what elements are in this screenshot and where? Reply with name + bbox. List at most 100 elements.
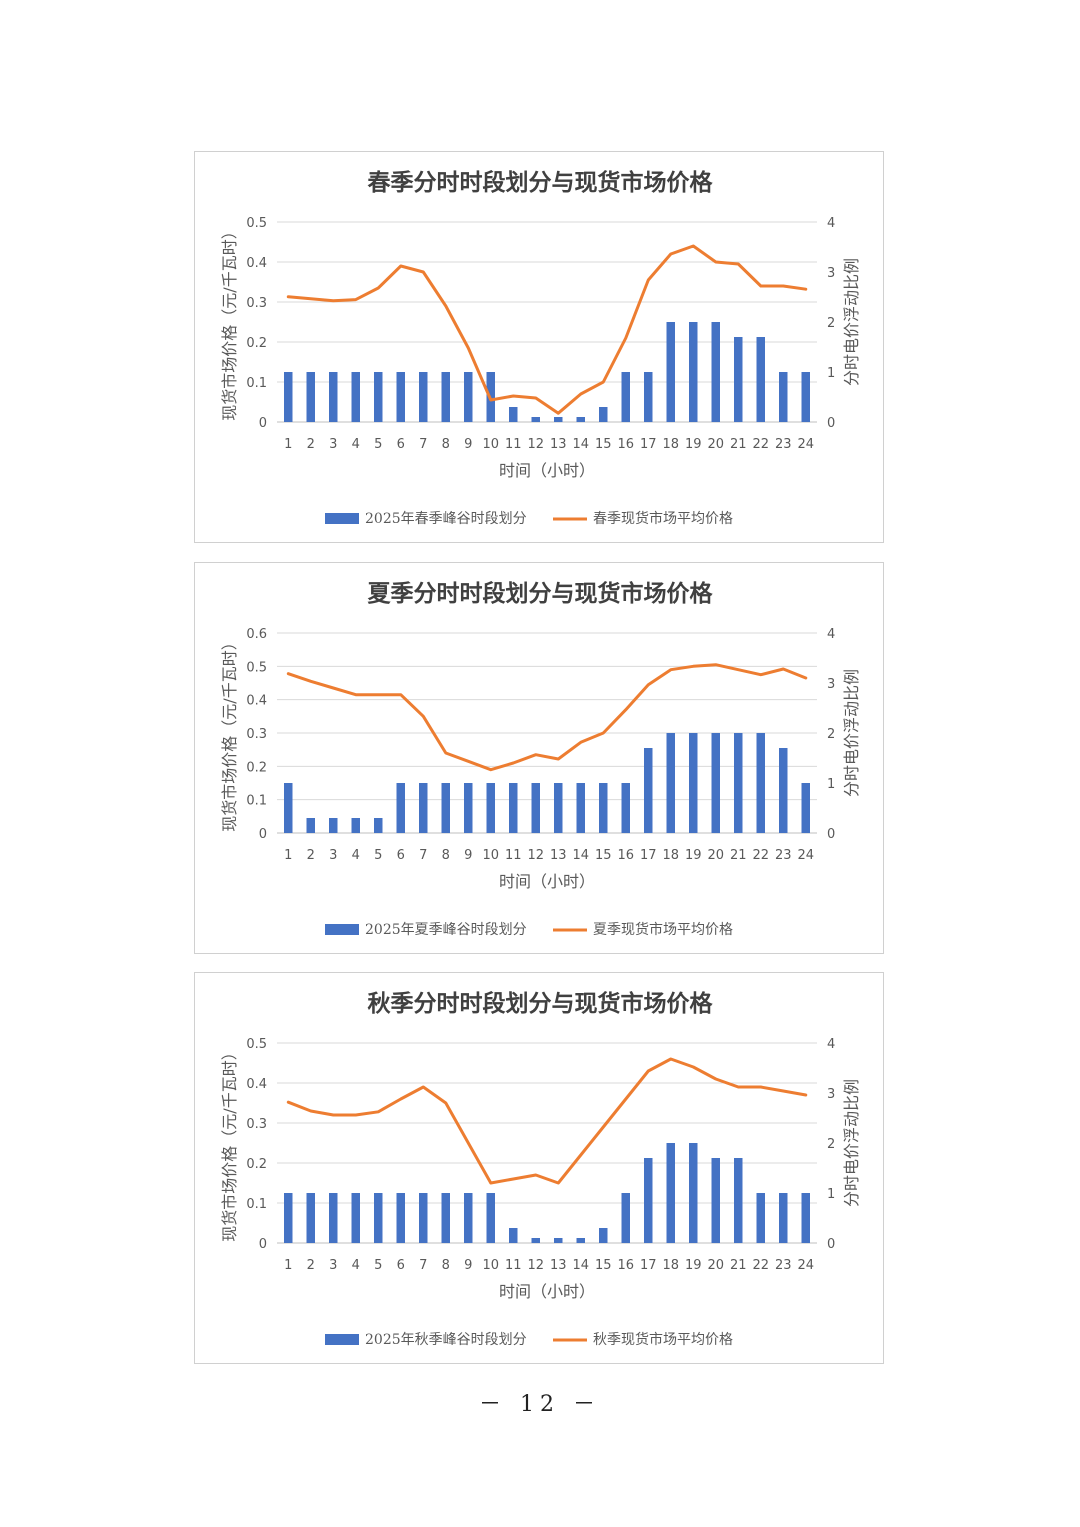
x-tick-label: 8 bbox=[442, 1258, 450, 1273]
y-left-tick-label: 0.2 bbox=[246, 1157, 267, 1172]
x-tick-label: 13 bbox=[550, 1258, 567, 1273]
x-tick-label: 19 bbox=[685, 437, 702, 452]
x-tick-label: 6 bbox=[397, 848, 405, 863]
bar bbox=[329, 372, 338, 422]
bar bbox=[599, 1228, 608, 1243]
x-tick-label: 14 bbox=[572, 437, 589, 452]
y-left-axis-title: 现货市场价格（元/千瓦时） bbox=[220, 1044, 239, 1241]
bar bbox=[666, 733, 675, 833]
y-left-tick-label: 0.3 bbox=[246, 727, 267, 742]
bar bbox=[396, 783, 405, 833]
y-left-tick-label: 0.2 bbox=[246, 760, 267, 775]
x-tick-label: 16 bbox=[617, 848, 634, 863]
y-left-tick-label: 0.1 bbox=[246, 794, 267, 809]
x-tick-label: 3 bbox=[329, 437, 337, 452]
legend-label-bar: 2025年春季峰谷时段划分 bbox=[365, 511, 527, 527]
x-tick-label: 22 bbox=[752, 848, 769, 863]
bar bbox=[689, 1143, 698, 1243]
bar bbox=[576, 1238, 585, 1243]
bar bbox=[509, 783, 518, 833]
y-right-tick-label: 2 bbox=[827, 1137, 835, 1152]
y-left-tick-label: 0 bbox=[259, 1237, 267, 1252]
chart-svg: 夏季分时时段划分与现货市场价格00.10.20.30.40.50.6012341… bbox=[220, 580, 861, 938]
bar bbox=[464, 372, 473, 422]
x-tick-label: 13 bbox=[550, 848, 567, 863]
x-tick-label: 21 bbox=[730, 848, 747, 863]
legend-label-bar: 2025年秋季峰谷时段划分 bbox=[365, 1332, 527, 1348]
bar bbox=[554, 1238, 563, 1243]
bar bbox=[644, 372, 653, 422]
bar bbox=[756, 337, 765, 422]
bar bbox=[486, 1193, 495, 1243]
x-tick-label: 17 bbox=[640, 1258, 657, 1273]
bar bbox=[711, 322, 720, 422]
bar bbox=[734, 733, 743, 833]
x-tick-label: 11 bbox=[505, 437, 522, 452]
y-left-tick-label: 0.3 bbox=[246, 1117, 267, 1132]
y-right-tick-label: 3 bbox=[827, 1087, 835, 1102]
bar bbox=[419, 372, 428, 422]
chart-title: 春季分时时段划分与现货市场价格 bbox=[367, 169, 714, 196]
x-tick-label: 5 bbox=[374, 848, 382, 863]
bar bbox=[441, 1193, 450, 1243]
price-line bbox=[286, 1057, 808, 1185]
bar bbox=[509, 407, 518, 422]
bar bbox=[644, 1158, 653, 1243]
x-tick-label: 11 bbox=[505, 848, 522, 863]
bar bbox=[554, 417, 563, 422]
x-tick-label: 12 bbox=[527, 848, 544, 863]
legend-swatch-bar bbox=[325, 924, 359, 935]
bar bbox=[734, 1158, 743, 1243]
y-right-tick-label: 4 bbox=[827, 627, 835, 642]
x-tick-label: 20 bbox=[707, 848, 724, 863]
bar bbox=[374, 818, 383, 833]
y-right-tick-label: 3 bbox=[827, 266, 835, 281]
x-tick-label: 3 bbox=[329, 848, 337, 863]
x-tick-label: 24 bbox=[797, 848, 814, 863]
y-left-tick-label: 0.5 bbox=[246, 660, 267, 675]
bar bbox=[576, 417, 585, 422]
x-tick-label: 9 bbox=[464, 437, 472, 452]
y-left-axis-title: 现货市场价格（元/千瓦时） bbox=[220, 634, 239, 831]
x-tick-label: 24 bbox=[797, 1258, 814, 1273]
x-tick-label: 6 bbox=[397, 1258, 405, 1273]
y-left-tick-label: 0.1 bbox=[246, 376, 267, 391]
x-tick-label: 5 bbox=[374, 1258, 382, 1273]
x-tick-label: 1 bbox=[284, 848, 292, 863]
x-tick-label: 23 bbox=[775, 1258, 792, 1273]
y-left-tick-label: 0.4 bbox=[246, 1077, 267, 1092]
y-right-axis-title: 分时电价浮动比例 bbox=[842, 258, 861, 386]
bar bbox=[441, 372, 450, 422]
x-tick-label: 9 bbox=[464, 1258, 472, 1273]
bar bbox=[284, 372, 293, 422]
x-tick-label: 4 bbox=[352, 848, 360, 863]
x-tick-label: 14 bbox=[572, 1258, 589, 1273]
x-tick-label: 10 bbox=[482, 1258, 499, 1273]
x-tick-label: 18 bbox=[662, 437, 679, 452]
x-tick-label: 2 bbox=[307, 437, 315, 452]
legend-label-bar: 2025年夏季峰谷时段划分 bbox=[365, 922, 527, 938]
x-axis-title: 时间（小时） bbox=[499, 872, 595, 891]
bar bbox=[351, 818, 360, 833]
bar bbox=[306, 1193, 315, 1243]
bar bbox=[351, 1193, 360, 1243]
x-tick-label: 6 bbox=[397, 437, 405, 452]
bar bbox=[576, 783, 585, 833]
bar bbox=[464, 783, 473, 833]
x-tick-label: 5 bbox=[374, 437, 382, 452]
bar bbox=[621, 783, 630, 833]
x-tick-label: 4 bbox=[352, 437, 360, 452]
bar bbox=[419, 1193, 428, 1243]
bar bbox=[779, 372, 788, 422]
chart-autumn: 秋季分时时段划分与现货市场价格 0 0.1 0.2 0.3 0.4 0.5 0 1 2 3 4 1 2 3 4… bbox=[194, 972, 884, 1364]
bar bbox=[779, 1193, 788, 1243]
x-tick-label: 23 bbox=[775, 848, 792, 863]
legend-swatch-bar bbox=[325, 1334, 359, 1345]
x-tick-label: 8 bbox=[442, 848, 450, 863]
chart-title: 秋季分时时段划分与现货市场价格 bbox=[368, 990, 714, 1017]
legend-swatch-bar bbox=[325, 513, 359, 524]
chart-spring: 春季分时时段划分与现货市场价格 0 0.1 0.2 0.3 0.4 0.5 0 1 2 3 4 1 2 3 4… bbox=[194, 151, 884, 543]
y-left-tick-label: 0.4 bbox=[246, 694, 267, 709]
bar bbox=[666, 1143, 675, 1243]
bar bbox=[306, 818, 315, 833]
